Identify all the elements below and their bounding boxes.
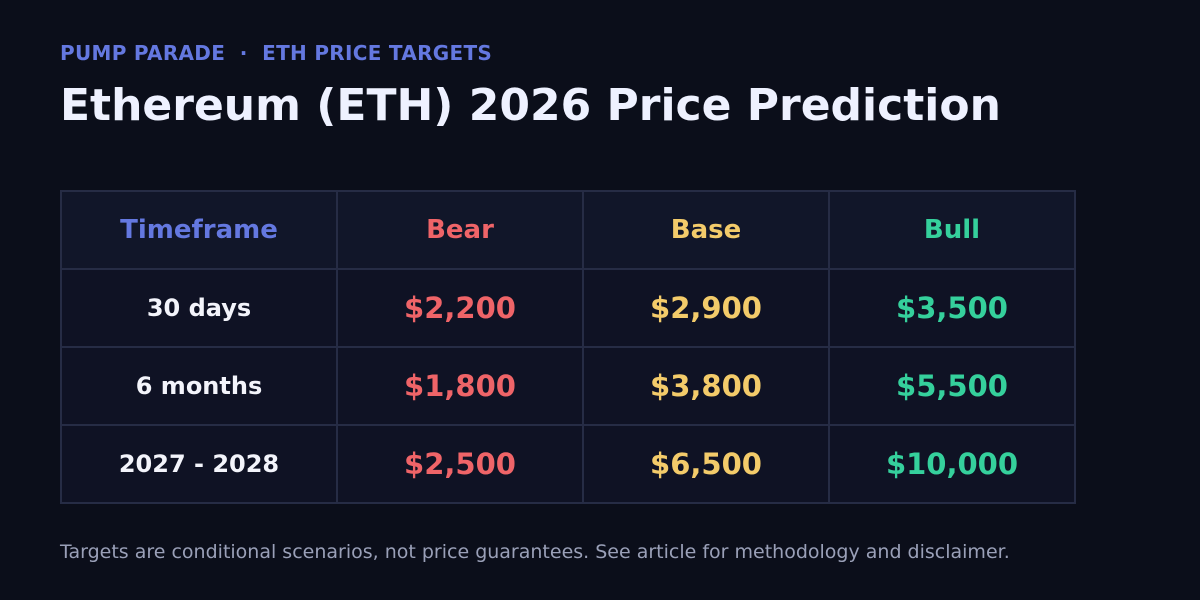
bull-target-cell: $3,500 bbox=[828, 268, 1076, 348]
header-bull: Bull bbox=[828, 190, 1076, 270]
table-row: 30 days $2,200 $2,900 $3,500 bbox=[60, 268, 1076, 348]
bear-target-cell: $2,500 bbox=[336, 424, 584, 504]
bull-target-cell: $10,000 bbox=[828, 424, 1076, 504]
table-row: 2027 - 2028 $2,500 $6,500 $10,000 bbox=[60, 424, 1076, 504]
kicker-label: PUMP PARADE · ETH PRICE TARGETS bbox=[60, 41, 493, 65]
page-title: Ethereum (ETH) 2026 Price Prediction bbox=[60, 80, 1001, 131]
header-timeframe: Timeframe bbox=[60, 190, 338, 270]
base-target-cell: $3,800 bbox=[582, 346, 830, 426]
header-bear: Bear bbox=[336, 190, 584, 270]
bear-target-cell: $1,800 bbox=[336, 346, 584, 426]
disclaimer-footnote: Targets are conditional scenarios, not p… bbox=[60, 541, 1010, 563]
base-target-cell: $6,500 bbox=[582, 424, 830, 504]
table-header-row: Timeframe Bear Base Bull bbox=[60, 190, 1076, 270]
bear-target-cell: $2,200 bbox=[336, 268, 584, 348]
price-prediction-table: Timeframe Bear Base Bull 30 days $2,200 … bbox=[60, 190, 1076, 504]
timeframe-cell: 2027 - 2028 bbox=[60, 424, 338, 504]
base-target-cell: $2,900 bbox=[582, 268, 830, 348]
bull-target-cell: $5,500 bbox=[828, 346, 1076, 426]
header-base: Base bbox=[582, 190, 830, 270]
timeframe-cell: 6 months bbox=[60, 346, 338, 426]
timeframe-cell: 30 days bbox=[60, 268, 338, 348]
table-row: 6 months $1,800 $3,800 $5,500 bbox=[60, 346, 1076, 426]
